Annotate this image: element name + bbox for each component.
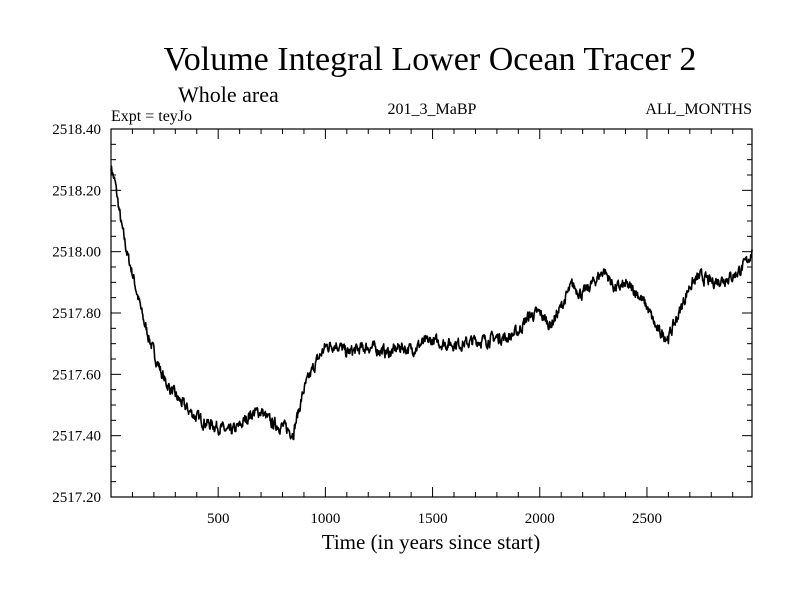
period-label: 201_3_MaBP bbox=[388, 101, 477, 118]
x-tick-label: 2500 bbox=[632, 511, 662, 527]
experiment-label: Expt = teyJo bbox=[111, 108, 192, 125]
x-tick-label: 1000 bbox=[310, 511, 340, 527]
y-tick-label: 2518.00 bbox=[52, 245, 101, 261]
x-axis: 500 1000 1500 2000 2500 bbox=[131, 129, 734, 527]
x-tick-label: 2000 bbox=[525, 511, 555, 527]
x-axis-label: Time (in years since start) bbox=[322, 530, 541, 554]
y-tick-label: 2517.80 bbox=[52, 306, 101, 322]
chart-title: Volume Integral Lower Ocean Tracer 2 bbox=[164, 41, 697, 78]
x-tick-label: 1500 bbox=[418, 511, 448, 527]
y-tick-label: 2517.20 bbox=[52, 490, 101, 506]
plot-frame bbox=[110, 128, 753, 498]
y-tick-label: 2517.40 bbox=[52, 429, 101, 445]
y-tick-label: 2518.40 bbox=[52, 122, 101, 138]
x-tick-label: 500 bbox=[207, 511, 230, 527]
chart-subtitle: Whole area bbox=[178, 82, 279, 107]
y-axis: 2517.20 2517.40 2517.60 2517.80 2518.00 2518.… bbox=[52, 122, 752, 506]
months-label: ALL_MONTHS bbox=[645, 101, 752, 118]
y-tick-label: 2517.60 bbox=[52, 367, 101, 383]
y-tick-label: 2518.20 bbox=[52, 183, 101, 199]
series-line-tracer-2 bbox=[110, 165, 753, 441]
